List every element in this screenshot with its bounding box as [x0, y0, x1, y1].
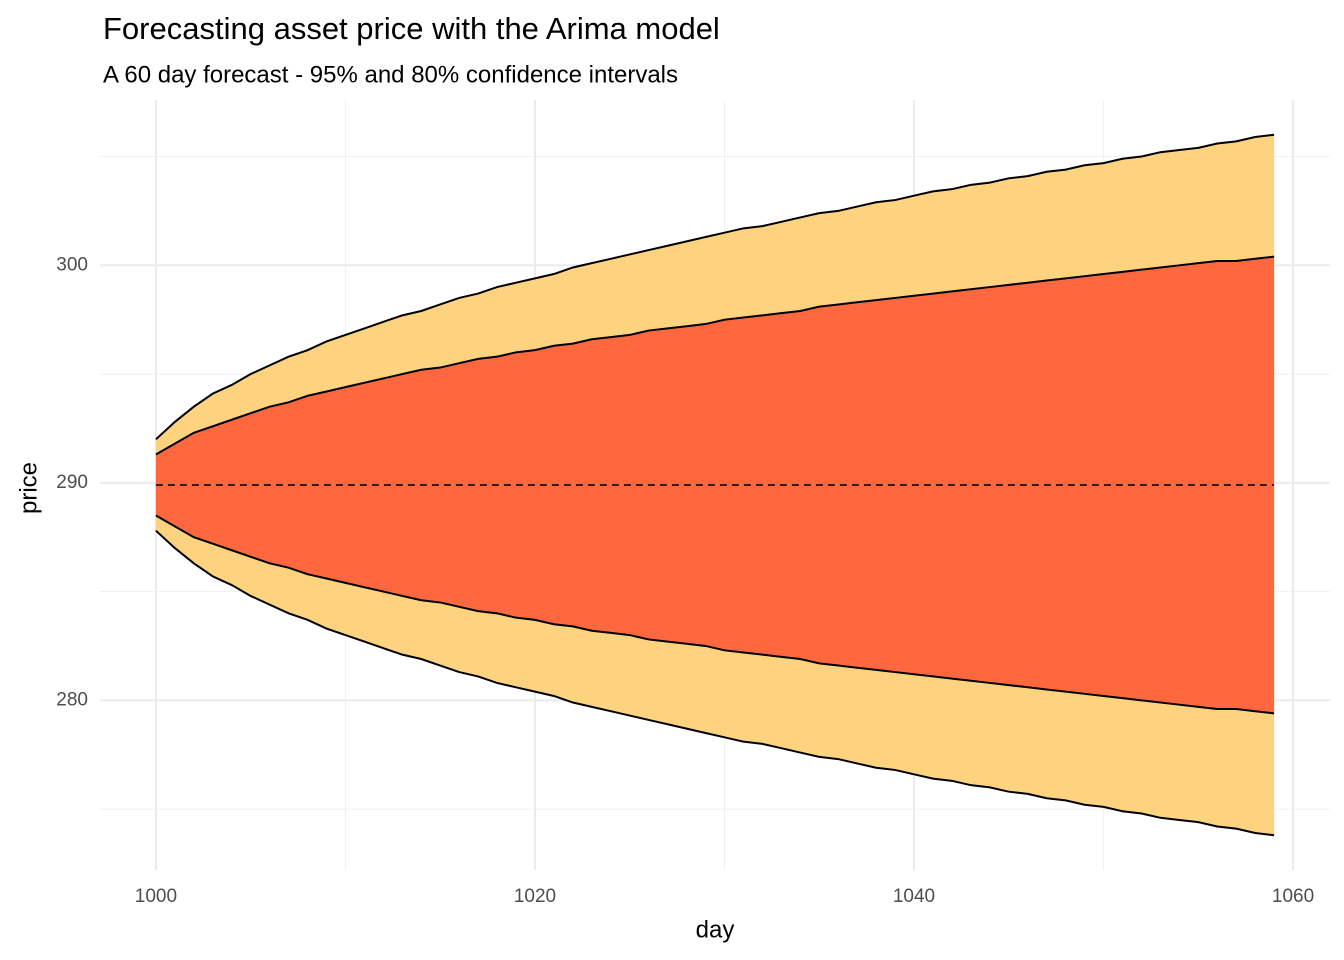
- y-axis-title: price: [15, 462, 42, 514]
- y-tick-label: 280: [56, 689, 88, 710]
- y-tick-label: 300: [56, 254, 88, 275]
- band-lower-edge: [155, 514, 1275, 715]
- y-tick-label: 290: [56, 472, 88, 493]
- x-axis-title: day: [696, 916, 735, 943]
- band-upper-edge: [155, 133, 1275, 441]
- chart-subtitle: A 60 day forecast - 95% and 80% confiden…: [103, 61, 678, 88]
- confidence-band: [155, 256, 1275, 714]
- band-lower-edge: [155, 529, 1275, 837]
- chart-title: Forecasting asset price with the Arima m…: [103, 11, 720, 46]
- x-tick-label: 1020: [514, 886, 556, 907]
- x-tick-label: 1000: [135, 886, 177, 907]
- band-upper-edge: [155, 255, 1275, 456]
- x-tick-label: 1040: [893, 886, 935, 907]
- x-tick-label: 1060: [1272, 886, 1314, 907]
